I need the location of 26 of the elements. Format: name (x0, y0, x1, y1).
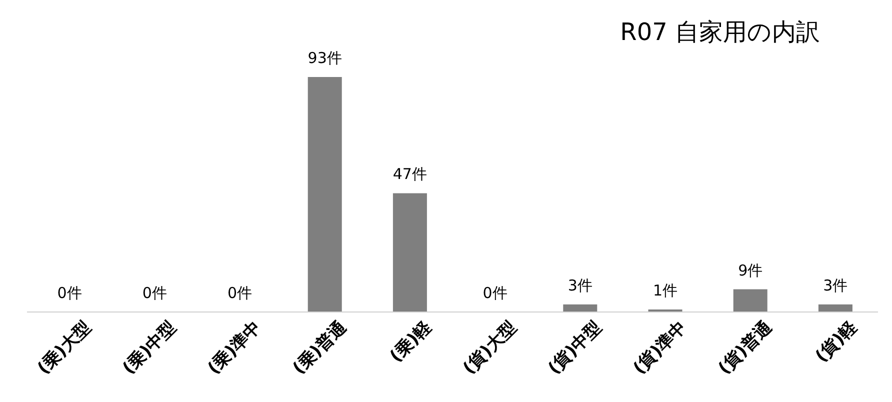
data-label: 93件 (308, 49, 342, 67)
bar (563, 304, 598, 312)
x-tick-label: (貨)大型 (459, 317, 521, 379)
bar (733, 289, 768, 312)
x-tick-label: (乗)軽 (386, 316, 436, 367)
data-label: 3件 (823, 276, 848, 294)
chart-title: R07 自家用の内訳 (620, 18, 820, 46)
x-tick-label: (乗)準中 (204, 317, 266, 379)
x-tick-label: (乗)大型 (34, 317, 96, 379)
x-tick-label: (貨)軽 (812, 316, 862, 367)
bar (392, 193, 427, 312)
data-label: 9件 (738, 261, 763, 280)
data-label: 0件 (227, 284, 252, 302)
x-tick-label: (乗)普通 (288, 316, 350, 379)
bar (308, 77, 342, 312)
data-label: 1件 (652, 281, 678, 300)
data-label: 47件 (392, 165, 427, 184)
x-tick-label: (乗)中型 (118, 317, 180, 379)
data-label: 3件 (568, 276, 592, 294)
data-label: 0件 (57, 284, 82, 302)
bar (818, 304, 852, 312)
x-tick-label: (貨)中型 (544, 317, 606, 379)
x-tick-label: (貨)普通 (714, 316, 776, 379)
data-label: 0件 (142, 284, 167, 302)
data-label: 0件 (482, 284, 508, 302)
x-tick-label: (貨)準中 (630, 317, 691, 379)
